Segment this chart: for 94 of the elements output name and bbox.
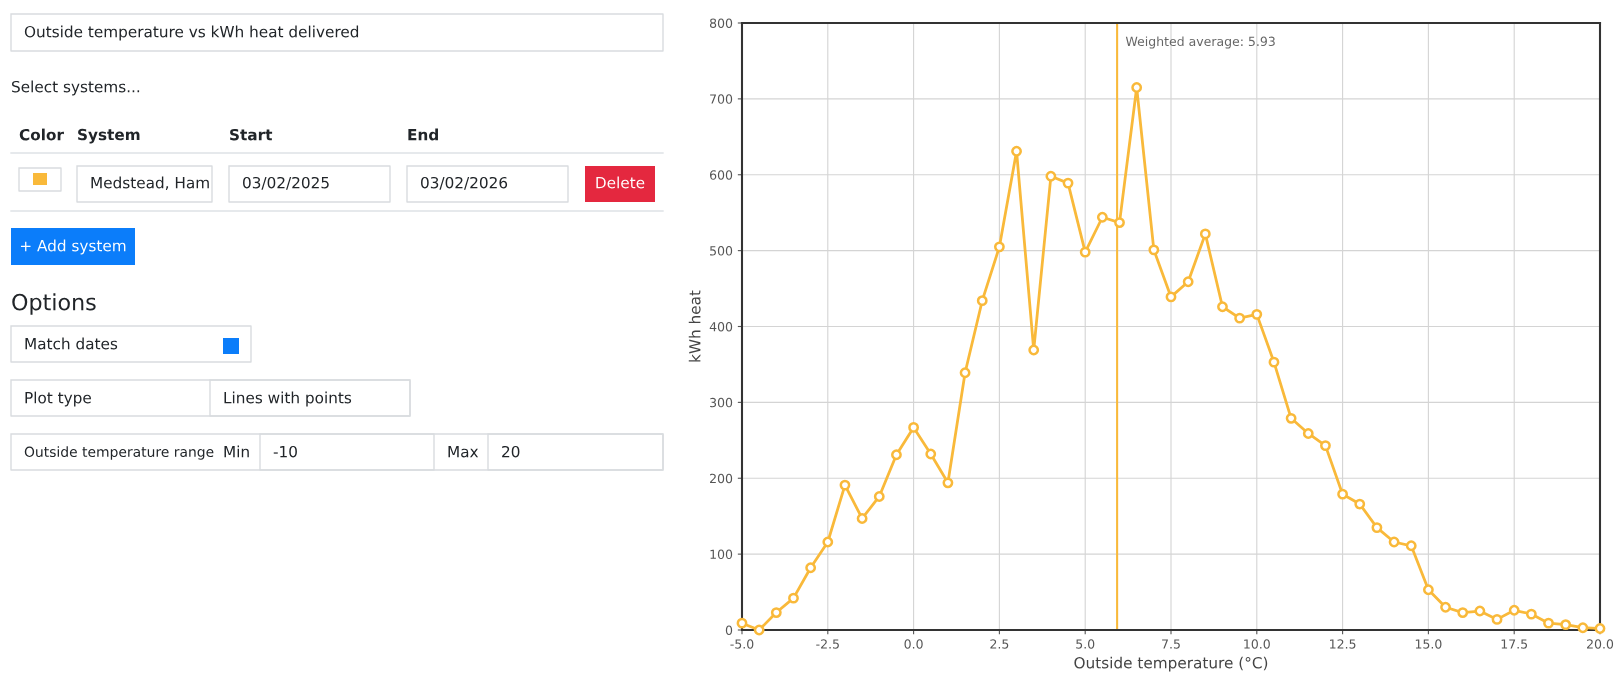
y-tick-label: 0 bbox=[725, 625, 733, 635]
point bbox=[770, 607, 782, 618]
text: 20 bbox=[502, 445, 520, 458]
text: Outside temperature vs kWh heat delivered bbox=[24, 25, 359, 41]
point bbox=[976, 295, 988, 307]
point bbox=[1577, 622, 1589, 634]
text: Plot type bbox=[25, 391, 91, 407]
point bbox=[1474, 605, 1486, 617]
point bbox=[753, 624, 765, 636]
text: Match dates bbox=[25, 337, 118, 350]
text: Options bbox=[12, 293, 96, 315]
text: Select systems... bbox=[12, 80, 140, 96]
point bbox=[1148, 244, 1160, 256]
point bbox=[942, 477, 954, 489]
y-tick-label: 600 bbox=[709, 170, 733, 180]
point bbox=[1302, 428, 1314, 439]
text: 03/02/2026 bbox=[421, 176, 508, 190]
text: Min bbox=[224, 445, 249, 458]
point bbox=[839, 479, 851, 491]
x-tick-label: -5.0 bbox=[730, 639, 754, 649]
x-tick-label: -2.5 bbox=[816, 639, 839, 649]
point bbox=[1491, 613, 1503, 625]
point bbox=[1182, 276, 1194, 288]
point bbox=[959, 367, 971, 379]
point bbox=[1028, 344, 1040, 356]
point bbox=[1440, 601, 1451, 613]
point bbox=[1354, 498, 1366, 510]
text: Medstead, Ham bbox=[91, 176, 209, 190]
point bbox=[1337, 488, 1349, 500]
point bbox=[805, 562, 817, 574]
point bbox=[1525, 608, 1537, 620]
y-tick-label: 200 bbox=[710, 473, 733, 484]
x-tick-label: 5.0 bbox=[1076, 639, 1095, 649]
text: End bbox=[408, 128, 438, 141]
point bbox=[1131, 82, 1143, 93]
point bbox=[1234, 312, 1246, 324]
point bbox=[1560, 619, 1572, 631]
point bbox=[1268, 356, 1280, 368]
y-axis-title: kWh heat bbox=[688, 290, 701, 362]
y-tick-label: 500 bbox=[710, 246, 733, 256]
point bbox=[1217, 301, 1228, 313]
point bbox=[1543, 617, 1554, 629]
point bbox=[788, 592, 799, 604]
point bbox=[1062, 177, 1074, 189]
point bbox=[1079, 246, 1091, 258]
x-tick-label: 12.5 bbox=[1330, 639, 1356, 649]
point bbox=[1045, 170, 1057, 182]
x-tick-label: 15.0 bbox=[1415, 639, 1442, 649]
point bbox=[1388, 536, 1400, 548]
text: Start bbox=[230, 128, 273, 141]
x-tick-label: 2.5 bbox=[990, 639, 1009, 649]
point bbox=[1251, 308, 1263, 320]
point bbox=[1114, 217, 1125, 228]
point bbox=[1285, 412, 1297, 424]
point bbox=[1096, 211, 1108, 223]
text: + Add system bbox=[20, 239, 126, 255]
ref-line-label: Weighted average: 5.93 bbox=[1125, 36, 1275, 49]
text: 03/02/2025 bbox=[243, 176, 329, 190]
text: System bbox=[78, 128, 140, 144]
x-tick-label: 0.0 bbox=[904, 639, 923, 649]
point bbox=[873, 491, 885, 502]
text: Lines with points bbox=[224, 391, 352, 407]
point bbox=[1011, 145, 1022, 157]
x-axis-title: Outside temperature (°C) bbox=[1074, 656, 1268, 672]
point bbox=[736, 617, 748, 629]
x-tick-label: 17.5 bbox=[1501, 639, 1528, 649]
x-tick-label: 10.0 bbox=[1244, 639, 1270, 649]
point bbox=[1199, 228, 1211, 240]
point bbox=[822, 536, 834, 548]
point bbox=[891, 449, 902, 461]
x-tick-label: 20.0 bbox=[1587, 639, 1614, 649]
point bbox=[908, 422, 920, 433]
point bbox=[1457, 607, 1469, 618]
point bbox=[993, 241, 1005, 253]
point bbox=[1422, 584, 1434, 596]
point bbox=[1594, 623, 1606, 634]
text: Delete bbox=[596, 176, 645, 189]
point bbox=[1405, 540, 1417, 552]
y-tick-label: 700 bbox=[710, 94, 733, 104]
text: Outside temperature range bbox=[24, 446, 214, 460]
text: -10 bbox=[273, 445, 297, 458]
y-tick-label: 800 bbox=[709, 18, 733, 28]
x-tick-label: 7.5 bbox=[1162, 639, 1180, 649]
point bbox=[856, 513, 868, 524]
point bbox=[1165, 291, 1177, 303]
point bbox=[925, 448, 937, 460]
text: Max bbox=[448, 446, 479, 458]
point bbox=[1320, 440, 1331, 452]
y-tick-label: 100 bbox=[710, 549, 733, 560]
text: Color bbox=[19, 128, 64, 141]
point bbox=[1508, 604, 1520, 616]
y-tick-label: 400 bbox=[709, 321, 733, 332]
y-tick-label: 300 bbox=[710, 397, 733, 408]
point bbox=[1371, 522, 1383, 533]
